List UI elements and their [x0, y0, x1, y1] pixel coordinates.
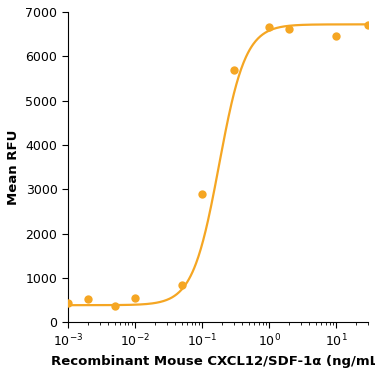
Y-axis label: Mean RFU: Mean RFU	[7, 129, 20, 205]
X-axis label: Recombinant Mouse CXCL12/SDF-1α (ng/mL): Recombinant Mouse CXCL12/SDF-1α (ng/mL)	[51, 355, 375, 368]
